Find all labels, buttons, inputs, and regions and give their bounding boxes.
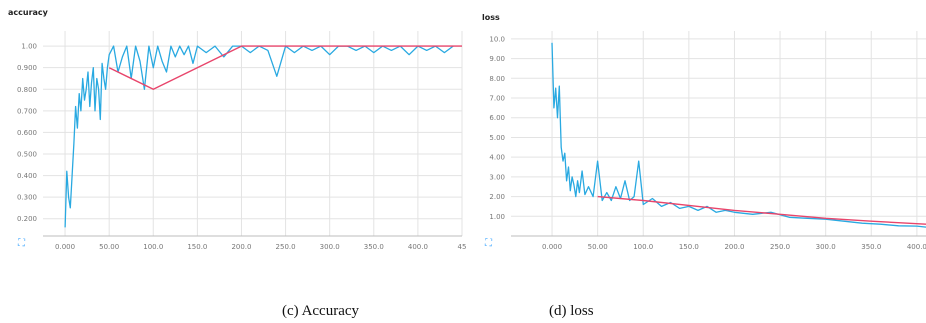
loss-chart-title: loss bbox=[482, 13, 500, 22]
x-tick-label: 200.0 bbox=[724, 243, 744, 251]
caption-accuracy: (c) Accuracy bbox=[282, 303, 360, 319]
x-tick-label: 250.0 bbox=[276, 243, 296, 251]
x-tick-label: 100.0 bbox=[633, 243, 653, 251]
y-tick-label: 8.00 bbox=[489, 75, 505, 83]
x-tick-label: 300.0 bbox=[816, 243, 836, 251]
expand-accuracy-icon[interactable]: ⛶ bbox=[18, 238, 25, 249]
x-tick-label: 100.0 bbox=[143, 243, 163, 251]
raw-series-line bbox=[551, 42, 926, 228]
accuracy-chart: 0.200 0.300 0.400 0.500 0.600 0.700 0.800 0.900… bbox=[17, 31, 466, 251]
y-tick-label: 5.00 bbox=[489, 134, 505, 142]
y-tick-label: 3.00 bbox=[489, 173, 505, 181]
y-tick-label: 0.500 bbox=[17, 151, 37, 159]
y-tick-label: 1.00 bbox=[21, 43, 37, 51]
y-tick-label: 9.00 bbox=[489, 55, 505, 63]
x-tick-label: 350.0 bbox=[364, 243, 384, 251]
x-tick-label: 0.000 bbox=[542, 243, 562, 251]
y-tick-label: 7.00 bbox=[489, 95, 505, 103]
accuracy-chart-title: accuracy bbox=[8, 8, 48, 17]
x-tick-label: 400.0 bbox=[907, 243, 926, 251]
expand-loss-icon[interactable]: ⛶ bbox=[485, 238, 492, 249]
x-tick-label: 200.0 bbox=[231, 243, 251, 251]
y-tick-label: 0.200 bbox=[17, 215, 37, 223]
y-tick-label: 0.300 bbox=[17, 194, 37, 202]
x-tick-label: 400.0 bbox=[408, 243, 428, 251]
raw-series-line bbox=[64, 45, 454, 228]
x-tick-label: 0.000 bbox=[55, 243, 75, 251]
y-tick-label: 0.400 bbox=[17, 172, 37, 180]
x-tick-label: 50.00 bbox=[99, 243, 119, 251]
smoothed-series-line bbox=[597, 195, 926, 225]
y-tick-label: 1.00 bbox=[489, 213, 505, 221]
smoothed-series-line bbox=[108, 45, 462, 90]
y-tick-label: 4.00 bbox=[489, 154, 505, 162]
x-tick-label: 150.0 bbox=[187, 243, 207, 251]
x-tick-label: 50.00 bbox=[588, 243, 608, 251]
loss-chart: 1.00 2.00 3.00 4.00 5.00 6.00 7.00 8.00 9.00 10.0… bbox=[489, 31, 926, 251]
x-tick-label: 250.0 bbox=[770, 243, 790, 251]
y-tick-label: 0.900 bbox=[17, 64, 37, 72]
y-tick-label: 2.00 bbox=[489, 193, 505, 201]
y-tick-label: 6.00 bbox=[489, 114, 505, 122]
y-tick-label: 0.600 bbox=[17, 129, 37, 137]
y-tick-label: 0.800 bbox=[17, 86, 37, 94]
caption-loss: (d) loss bbox=[549, 303, 594, 319]
x-tick-label: 300.0 bbox=[320, 243, 340, 251]
x-tick-label: 150.0 bbox=[679, 243, 699, 251]
x-tick-label: 350.0 bbox=[861, 243, 881, 251]
y-tick-label: 10.0 bbox=[489, 35, 505, 43]
y-tick-label: 0.700 bbox=[17, 107, 37, 115]
x-tick-label: 45 bbox=[458, 243, 467, 251]
